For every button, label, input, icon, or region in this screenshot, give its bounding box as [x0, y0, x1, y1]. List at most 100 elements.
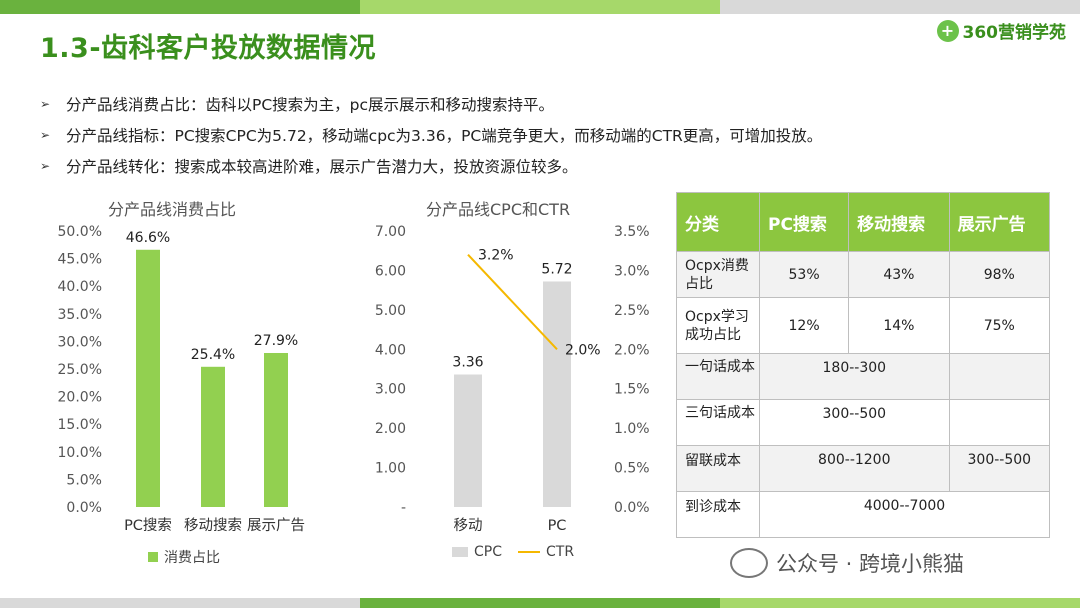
- y-left-tick-label: 2.00: [375, 421, 406, 437]
- table-cell: 300--500: [759, 399, 950, 446]
- row-label: 一句话成本: [676, 353, 760, 400]
- y-tick-label: 20.0%: [58, 390, 102, 406]
- y-right-tick-label: 3.5%: [614, 224, 650, 240]
- logo-plus-icon: +: [936, 19, 959, 42]
- brand-logo: + 360营销学苑: [936, 18, 1067, 43]
- table-cell: 14%: [848, 297, 950, 354]
- table-cell: 180--300: [759, 353, 950, 400]
- cpc-bar-1: [454, 374, 482, 507]
- bar-3: [264, 352, 288, 507]
- legend-swatch-ctr: [518, 551, 540, 553]
- data-label: 25.4%: [191, 347, 235, 363]
- y-right-tick-label: 0.5%: [614, 461, 650, 477]
- table-header-cell: PC搜索: [758, 192, 850, 252]
- bottom-color-bar: [0, 598, 1080, 608]
- table-cell: [948, 353, 1051, 400]
- chart1-title: 分产品线消费占比: [108, 200, 237, 219]
- data-label: 46.6%: [126, 230, 170, 246]
- table-cell: [948, 399, 1051, 446]
- table-row: 到诊成本 4000--7000: [676, 491, 1050, 538]
- row-label: 留联成本: [676, 445, 760, 492]
- bullet-item: ➢ 分产品线指标：PC搜索CPC为5.72，移动端cpc为3.36，PC端竞争更大…: [40, 119, 822, 150]
- table-cell: 75%: [948, 297, 1051, 354]
- watermark-text: 公众号 · 跨境小熊猫: [776, 552, 965, 576]
- legend-swatch-consumption: [148, 552, 158, 562]
- legend-label-cpc: CPC: [474, 544, 502, 560]
- y-left-tick-label: 5.00: [375, 303, 406, 319]
- cpc-data-label: 5.72: [541, 261, 572, 277]
- bullet-text: 分产品线指标：PC搜索CPC为5.72，移动端cpc为3.36，PC端竞争更大，…: [66, 126, 823, 145]
- table-row: 一句话成本 180--300: [676, 353, 1051, 400]
- table-cell: 12%: [758, 297, 850, 354]
- table-cell: 53%: [758, 251, 850, 298]
- y-tick-label: 0.0%: [66, 500, 102, 516]
- y-tick-label: 30.0%: [58, 334, 102, 350]
- bullet-list: ➢ 分产品线消费占比：齿科以PC搜索为主，pc展示展示和移动搜索持平。 ➢ 分产品线…: [40, 88, 822, 181]
- legend-swatch-cpc: [452, 547, 468, 557]
- x-tick-label: 展示广告: [247, 517, 305, 534]
- bar-2: [201, 366, 225, 507]
- y-left-tick-label: -: [401, 500, 406, 516]
- table-header-cell: 移动搜索: [848, 192, 950, 252]
- table-header-row: 分类 PC搜索 移动搜索 展示广告: [676, 192, 1051, 252]
- ctr-data-label: 2.0%: [565, 342, 601, 358]
- y-tick-label: 25.0%: [58, 362, 102, 378]
- top-color-bar: [0, 0, 1080, 14]
- bullet-text: 分产品线转化：搜索成本较高进阶难，展示广告潜力大，投放资源位较多。: [66, 157, 578, 176]
- ctr-data-label: 3.2%: [478, 248, 514, 264]
- row-label: Ocpx消费占比: [676, 251, 760, 298]
- y-right-tick-label: 3.0%: [614, 263, 650, 279]
- y-right-tick-label: 1.0%: [614, 421, 650, 437]
- y-left-tick-label: 3.00: [375, 382, 406, 398]
- watermark: 公众号 · 跨境小熊猫: [730, 548, 964, 578]
- chart1-legend: 消费占比: [148, 547, 220, 567]
- table-row: 留联成本 800--1200 300--500: [676, 445, 1051, 492]
- chart2-legend: CPC CTR: [452, 544, 574, 560]
- y-tick-label: 10.0%: [58, 445, 102, 461]
- y-right-tick-label: 1.5%: [614, 382, 650, 398]
- table-row: Ocpx学习成功占比 12% 14% 75%: [676, 297, 1051, 354]
- y-tick-label: 15.0%: [58, 417, 102, 433]
- arrow-bullet-icon: ➢: [40, 158, 51, 173]
- metrics-table: 分类 PC搜索 移动搜索 展示广告 Ocpx消费占比 53% 43% 98% O…: [676, 192, 1051, 538]
- ctr-line: [467, 253, 558, 350]
- arrow-bullet-icon: ➢: [40, 96, 51, 111]
- chart2-svg: - 1.00 2.00 3.00 4.00 5.00 6.00 7.00 0.0% 0.5% 1.0…: [375, 224, 650, 534]
- x-tick-label: PC搜索: [124, 517, 172, 534]
- table-row: 三句话成本 300--500: [676, 399, 1051, 446]
- bar-1: [136, 249, 160, 507]
- logo-text: 360营销学苑: [962, 23, 1067, 43]
- cpc-bar-2: [543, 281, 571, 507]
- y-tick-label: 45.0%: [58, 252, 102, 268]
- chart1-svg: 0.0% 5.0% 10.0% 15.0% 20.0% 25.0% 30.0% 35.0% 40…: [58, 224, 305, 534]
- chart2-title: 分产品线CPC和CTR: [426, 200, 571, 219]
- row-label: 到诊成本: [676, 491, 760, 538]
- arrow-bullet-icon: ➢: [40, 127, 51, 142]
- legend-label-consumption: 消费占比: [164, 550, 220, 566]
- row-label: 三句话成本: [676, 399, 760, 446]
- table-header-cell: 展示广告: [948, 192, 1051, 252]
- y-left-tick-label: 6.00: [375, 263, 406, 279]
- wechat-icon: [730, 548, 768, 578]
- table-cell: 4000--7000: [759, 491, 1050, 538]
- y-tick-label: 50.0%: [58, 224, 102, 240]
- y-right-tick-label: 2.5%: [614, 303, 650, 319]
- y-tick-label: 40.0%: [58, 279, 102, 295]
- table-cell: 300--500: [948, 445, 1051, 492]
- cpc-data-label: 3.36: [452, 355, 483, 371]
- table-row: Ocpx消费占比 53% 43% 98%: [676, 251, 1051, 298]
- x-tick-label: PC: [548, 518, 567, 534]
- bullet-text: 分产品线消费占比：齿科以PC搜索为主，pc展示展示和移动搜索持平。: [66, 95, 555, 114]
- x-tick-label: 移动: [454, 517, 483, 534]
- table-cell: 98%: [948, 251, 1051, 298]
- y-left-tick-label: 1.00: [375, 461, 406, 477]
- y-right-tick-label: 0.0%: [614, 500, 650, 516]
- bullet-item: ➢ 分产品线转化：搜索成本较高进阶难，展示广告潜力大，投放资源位较多。: [40, 150, 822, 181]
- table-cell: 800--1200: [759, 445, 950, 492]
- y-left-tick-label: 4.00: [375, 342, 406, 358]
- legend-label-ctr: CTR: [546, 544, 575, 560]
- table-header-cell: 分类: [676, 192, 760, 252]
- y-right-tick-label: 2.0%: [614, 342, 650, 358]
- bullet-item: ➢ 分产品线消费占比：齿科以PC搜索为主，pc展示展示和移动搜索持平。: [40, 88, 822, 119]
- table-cell: 43%: [848, 251, 950, 298]
